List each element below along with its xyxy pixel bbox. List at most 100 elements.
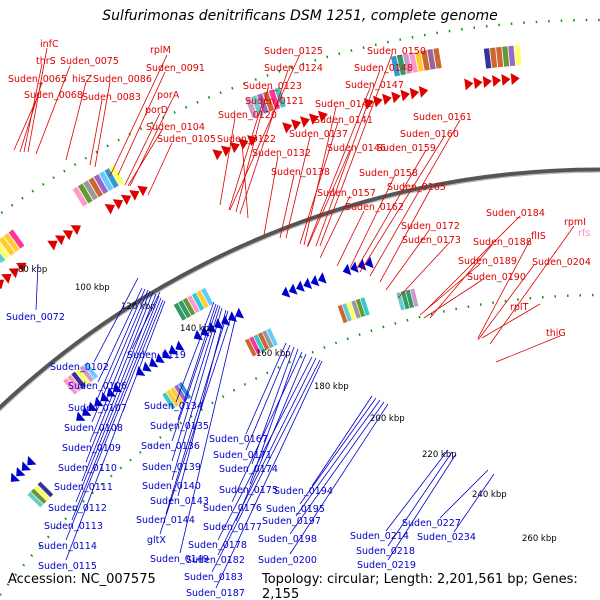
plus-strand-gene-arrow <box>112 199 124 210</box>
minus-strand-gene-arrow <box>27 455 37 466</box>
kbp-tick-label: 100 kbp <box>75 283 110 293</box>
minus-gene-leader-line <box>215 360 323 589</box>
plus-gene-leader-line <box>109 54 168 177</box>
minus-gene-leader-line <box>65 300 166 561</box>
cog-category-block <box>37 481 54 498</box>
cog-category-block <box>196 290 209 309</box>
cog-category-block <box>104 168 119 189</box>
cog-category-block <box>415 51 424 72</box>
minus-gene-leader-line <box>217 356 313 541</box>
cog-category-block <box>410 288 419 307</box>
plus-gene-leader-line <box>35 65 71 155</box>
cog-category-block <box>71 371 86 389</box>
minus-gene-label: Suden_0136 <box>141 441 200 452</box>
minus-gene-label: Suden_0106 <box>68 381 127 392</box>
minus-gene-leader-line <box>65 299 164 541</box>
plus-gene-leader-line <box>429 244 493 319</box>
cog-category-block <box>99 171 114 192</box>
plus-gene-label: flIS <box>531 231 546 242</box>
plus-gene-leader-line <box>319 195 351 259</box>
plus-strand-gene-arrow <box>418 86 429 98</box>
plus-gene-label: thrS <box>36 56 56 67</box>
cog-category-block <box>201 287 214 306</box>
minus-gene-leader-line <box>179 315 237 554</box>
minus-gene-label: Suden_0214 <box>350 531 409 542</box>
plus-gene-leader-line <box>124 112 161 186</box>
minus-gene-leader-line <box>177 309 227 497</box>
plus-gene-label: Suden_0104 <box>146 122 205 133</box>
plus-gene-leader-line <box>397 241 451 299</box>
minus-gene-leader-line <box>289 403 389 555</box>
genome-title: Sulfurimonas denitrificans DSM 1251, com… <box>102 8 498 24</box>
plus-gene-label: Suden_0190 <box>467 272 526 283</box>
cog-category-block <box>83 180 98 201</box>
kbp-tick-label: 240 kbp <box>472 490 507 500</box>
minus-strand-gene-arrow <box>168 344 178 355</box>
plus-gene-label: Suden_0132 <box>252 148 311 159</box>
cog-category-block <box>63 378 78 395</box>
plus-gene-label: Suden_0150 <box>367 46 426 57</box>
minus-gene-leader-line <box>245 342 287 435</box>
plus-gene-leader-line <box>385 228 431 291</box>
plus-strand-gene-arrow <box>47 240 58 251</box>
cog-category-block <box>355 298 366 318</box>
plus-gene-label: Suden_0141 <box>314 115 373 126</box>
plus-gene-leader-line <box>349 174 396 269</box>
minus-gene-leader-line <box>93 277 139 363</box>
plus-gene-label: Suden_0148 <box>354 63 413 74</box>
plus-strand-gene-arrow <box>382 93 392 106</box>
plus-strand-gene-arrow <box>120 194 132 206</box>
plus-gene-label: Suden_0120 <box>218 110 277 121</box>
plus-strand-gene-arrow <box>129 190 140 201</box>
plus-strand-gene-arrow <box>221 145 232 157</box>
minus-strand-gene-arrow <box>16 467 26 477</box>
minus-gene-leader-line <box>75 295 160 503</box>
cog-category-block <box>173 302 187 321</box>
plus-gene-leader-line <box>229 53 301 211</box>
plus-gene-label: Suden_0142 <box>315 99 374 110</box>
cog-category-block <box>396 292 405 311</box>
minus-gene-label: Suden_0234 <box>417 532 476 543</box>
cog-category-block <box>3 233 20 253</box>
minus-gene-label: Suden_0183 <box>184 572 243 583</box>
plus-gene-label: Suden_0105 <box>157 134 216 145</box>
plus-strand-gene-arrow <box>1 273 12 284</box>
kbp-tick-label: 200 kbp <box>370 414 405 424</box>
minus-strand-gene-arrow <box>350 261 359 273</box>
accession-label: Accession: NC_007575 <box>8 572 156 587</box>
minus-gene-label: Suden_0182 <box>186 555 245 566</box>
plus-gene-label: rpmI <box>564 217 586 228</box>
plus-gene-label: Suden_0122 <box>217 134 276 145</box>
minus-strand-gene-arrow <box>296 280 305 292</box>
cog-category-block <box>360 297 370 316</box>
cog-category-block <box>405 289 414 309</box>
plus-gene-leader-line <box>495 335 561 363</box>
cog-category-block <box>8 229 25 249</box>
minus-strand-gene-arrow <box>288 283 298 295</box>
cog-category-block <box>30 488 47 504</box>
plus-gene-label: porD <box>145 105 168 116</box>
cog-category-block <box>249 336 261 355</box>
minus-gene-leader-line <box>97 287 143 383</box>
plus-gene-label: rplT <box>510 302 529 313</box>
minus-gene-label: Suden_0198 <box>258 534 317 545</box>
plus-strand-gene-arrow <box>317 110 328 123</box>
minus-strand-gene-arrow <box>200 325 210 337</box>
cog-category-block <box>174 384 188 402</box>
minus-strand-gene-arrow <box>112 382 123 393</box>
plus-gene-leader-line <box>369 119 461 277</box>
minus-gene-label: Suden_0194 <box>274 486 333 497</box>
plus-strand-gene-arrow <box>464 78 474 91</box>
cog-category-block <box>77 183 93 204</box>
minus-gene-label: Suden_0218 <box>356 546 415 557</box>
cog-category-block <box>266 328 278 347</box>
minus-gene-label: Suden_0143 <box>150 496 209 507</box>
plus-gene-label: infC <box>40 39 59 50</box>
cog-category-block <box>390 55 401 77</box>
minus-gene-leader-line <box>311 395 373 487</box>
minus-gene-label: Suden_0197 <box>262 516 321 527</box>
plus-gene-leader-line <box>94 81 111 168</box>
minus-gene-label: Suden_0110 <box>58 463 117 474</box>
plus-gene-label: Suden_0204 <box>532 257 591 268</box>
minus-gene-leader-line <box>453 473 495 533</box>
